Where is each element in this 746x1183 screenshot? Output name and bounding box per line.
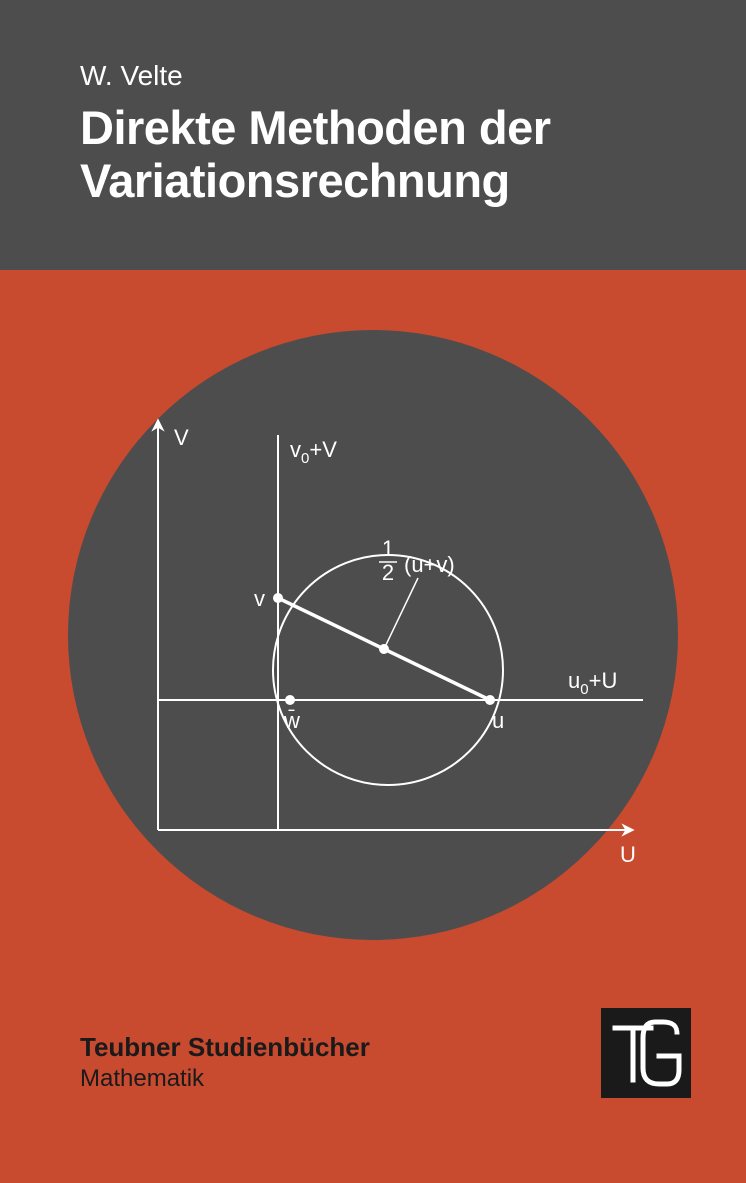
svg-text:v0+V: v0+V <box>290 437 337 467</box>
title-line2: Variationsrechnung <box>80 154 510 207</box>
book-title: Direkte Methoden der Variationsrechnung <box>80 102 696 207</box>
title-line1: Direkte Methoden der <box>80 101 551 154</box>
series-block: Teubner Studienbücher Mathematik <box>80 1032 370 1093</box>
header-band: W. Velte Direkte Methoden der Variations… <box>0 0 746 270</box>
svg-text:U: U <box>620 842 636 867</box>
svg-text:2: 2 <box>382 560 394 585</box>
svg-text:u0+U: u0+U <box>568 668 617 698</box>
svg-text:v: v <box>254 586 265 611</box>
series-title: Teubner Studienbücher <box>80 1032 370 1063</box>
svg-text:V: V <box>174 425 189 450</box>
diagram: U Vu0+U v0+V v u w̄ 12 (u+v) <box>68 330 678 940</box>
body-area: U Vu0+U v0+V v u w̄ 12 (u+v) Teubner Studienbüc… <box>0 270 746 1183</box>
author: W. Velte <box>80 60 696 92</box>
svg-text:w̄: w̄ <box>283 708 300 733</box>
svg-text:u: u <box>492 708 504 733</box>
svg-text:(u+v): (u+v) <box>404 552 455 577</box>
series-subject: Mathematik <box>80 1065 370 1093</box>
svg-text:1: 1 <box>382 536 394 561</box>
teubner-logo-icon <box>601 1008 691 1098</box>
publisher-logo <box>601 1008 691 1098</box>
